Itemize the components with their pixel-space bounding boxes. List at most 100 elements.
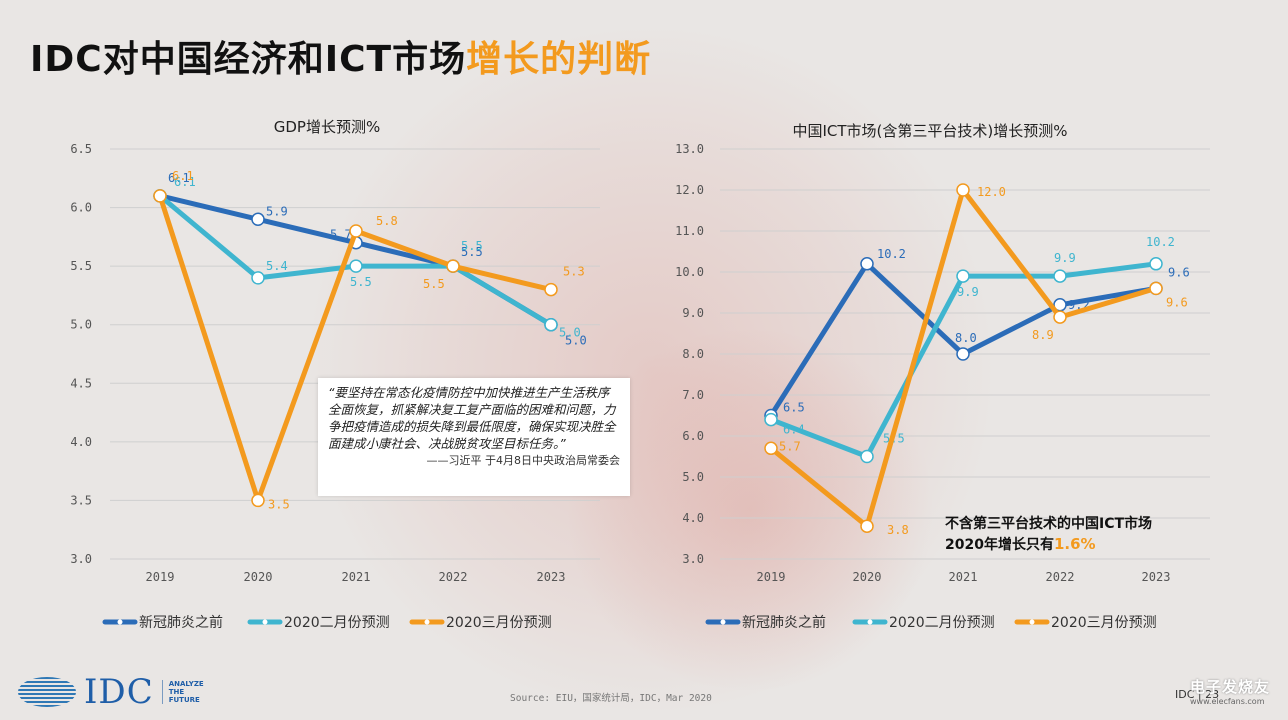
logo-tagline-line: THE [168, 688, 185, 696]
data-point [251, 212, 265, 227]
legend-label: 新冠肺炎之前 [742, 614, 826, 631]
legend-label: 2020三月份预测 [1051, 615, 1157, 631]
y-tick-label: 4.5 [70, 376, 92, 390]
data-point [349, 259, 363, 273]
legend-marker [1029, 619, 1035, 625]
data-point [764, 412, 778, 427]
y-tick-label: 7.0 [682, 388, 704, 402]
y-tick-label: 8.0 [682, 347, 704, 361]
data-label: 3.5 [268, 497, 290, 511]
data-label: 8.9 [1032, 328, 1054, 342]
data-label: 6.1 [172, 169, 194, 183]
data-point [860, 449, 874, 464]
data-label: 5.5 [423, 277, 445, 291]
idc-logo: IDC ANALYZE THE FUTURE [18, 672, 204, 712]
data-label: 5.7 [779, 439, 801, 453]
data-label: 6.5 [783, 401, 805, 415]
legend-label: 2020二月份预测 [284, 615, 390, 631]
chart-title: 中国ICT市场(含第三平台技术)增长预测% [792, 122, 1067, 140]
data-label: 10.2 [1146, 235, 1175, 249]
data-point [956, 183, 970, 197]
x-tick-label: 2022 [439, 570, 468, 584]
ict-note: 不含第三平台技术的中国ICT市场2020年增长只有1.6% [945, 514, 1155, 555]
globe-icon [18, 677, 76, 707]
x-tick-label: 2021 [949, 570, 978, 584]
data-label: 5.5 [350, 275, 372, 289]
data-point [446, 259, 460, 273]
data-label: 9.9 [1054, 251, 1076, 265]
data-point [251, 271, 265, 285]
page-number: IDC | 23 [1175, 688, 1220, 701]
legend-label: 2020二月份预测 [889, 615, 995, 631]
x-tick-label: 2022 [1046, 570, 1075, 584]
y-tick-label: 13.0 [675, 142, 704, 156]
data-point [349, 224, 363, 238]
x-tick-label: 2021 [342, 570, 371, 584]
y-tick-label: 6.0 [70, 201, 92, 215]
x-tick-label: 2020 [244, 570, 273, 584]
page-title-main: IDC对中国经济和ICT市场 [30, 39, 467, 80]
data-point [1053, 310, 1067, 324]
data-label: 3.8 [887, 523, 909, 537]
data-label: 12.0 [977, 185, 1006, 199]
chart-title: GDP增长预测% [274, 118, 380, 136]
data-point [956, 347, 970, 361]
legend-label: 2020三月份预测 [446, 615, 552, 631]
data-label: 6.1 [174, 175, 196, 189]
ict-note-highlight: 1.6% [1053, 535, 1096, 553]
page-title-highlight: 增长的判断 [466, 39, 652, 80]
legend-marker [867, 619, 873, 625]
data-label: 9.6 [1168, 265, 1190, 279]
data-label: 6.1 [168, 171, 190, 185]
logo-tagline: ANALYZE THE FUTURE [161, 680, 204, 704]
x-tick-label: 2020 [853, 570, 882, 584]
source-note: Source: EIU，国家统计局，IDC，Mar 2020 [510, 693, 712, 704]
data-label: 5.8 [376, 214, 398, 228]
data-label: 5.9 [266, 204, 288, 218]
y-tick-label: 6.0 [682, 429, 704, 443]
data-point [544, 282, 558, 297]
legend-marker [117, 619, 123, 625]
data-label: 9.9 [957, 285, 979, 299]
data-point [153, 189, 167, 203]
y-tick-label: 10.0 [675, 265, 704, 279]
data-label: 8.0 [955, 331, 977, 345]
legend-label: 新冠肺炎之前 [139, 614, 223, 631]
legend-marker [262, 619, 268, 625]
logo-tagline-line: FUTURE [168, 696, 200, 704]
data-label: 5.5 [461, 245, 483, 259]
logo-tagline-line: ANALYZE [168, 680, 204, 688]
data-label: 5.0 [559, 326, 581, 340]
data-label: 5.5 [461, 239, 483, 253]
data-label: 9.6 [1166, 295, 1188, 309]
x-tick-label: 2019 [757, 570, 786, 584]
background-virus-blob [300, 20, 1000, 720]
data-label: 5.4 [266, 259, 288, 273]
watermark-name: 电子发烧友 [1190, 678, 1271, 696]
data-point [1149, 257, 1163, 271]
legend-marker [424, 619, 430, 625]
y-tick-label: 11.0 [675, 224, 704, 238]
data-point [860, 257, 874, 271]
data-label: 5.0 [565, 334, 587, 348]
data-point [1053, 269, 1067, 283]
y-tick-label: 9.0 [682, 306, 704, 320]
data-label: 5.3 [563, 265, 585, 279]
y-tick-label: 3.5 [70, 493, 92, 507]
y-tick-label: 4.0 [70, 435, 92, 449]
data-point [251, 493, 265, 508]
data-label: 10.2 [877, 247, 906, 261]
watermark-url: www.elecfans.com [1190, 697, 1265, 706]
y-tick-label: 3.0 [70, 552, 92, 566]
y-tick-label: 5.5 [70, 259, 92, 273]
quote-box: “要坚持在常态化疫情防控中加快推进生产生活秩序全面恢复，抓紧解决复工复产面临的困… [318, 378, 630, 496]
y-tick-label: 3.0 [682, 552, 704, 566]
data-label: 5.7 [330, 228, 352, 242]
data-point [1149, 281, 1163, 296]
ict-note-text: 不含第三平台技术的中国ICT市场2020年增长只有 [945, 516, 1153, 553]
data-point [544, 317, 558, 332]
y-tick-label: 6.5 [70, 142, 92, 156]
y-tick-label: 5.0 [682, 470, 704, 484]
data-label: 6.4 [783, 423, 805, 437]
legend-marker [720, 619, 726, 625]
